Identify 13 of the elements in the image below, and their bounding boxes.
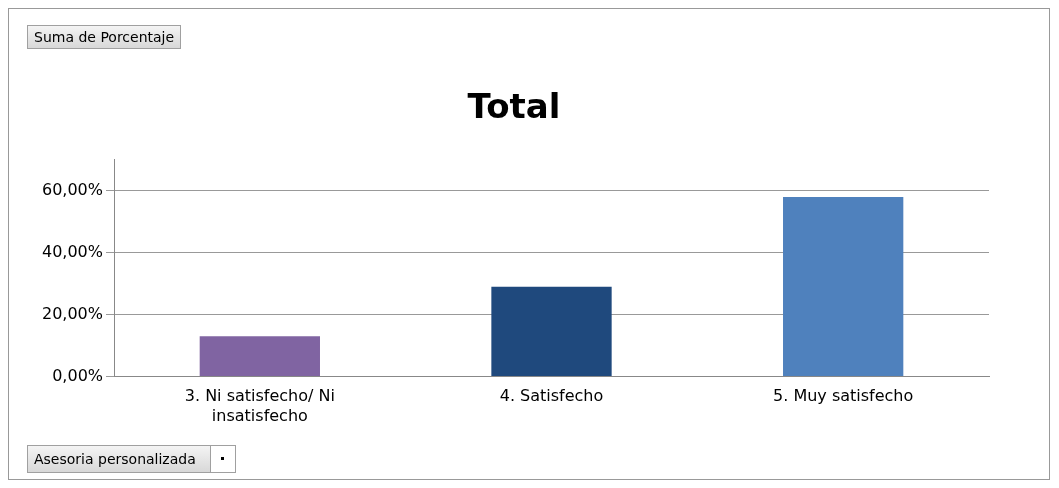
x-tick-label: 5. Muy satisfecho [773, 386, 914, 406]
text: Suma de Porcentaje [27, 25, 182, 49]
bar [783, 196, 904, 377]
y-tick-label: 40,00% [41, 241, 104, 261]
bar [199, 336, 320, 377]
y-tick-label: 60,00% [41, 179, 104, 199]
y-tick-label: 0,00% [52, 365, 104, 385]
x-tick-label: 4. Satisfecho [499, 386, 604, 406]
x-tick-label: 3. Ni satisfecho/ Ni insatisfecho [184, 386, 335, 425]
y-tick-label: 20,00% [41, 303, 104, 323]
text: Asesoria personalizada [33, 450, 197, 469]
chart-title: Total [467, 86, 561, 127]
bar [491, 286, 612, 377]
